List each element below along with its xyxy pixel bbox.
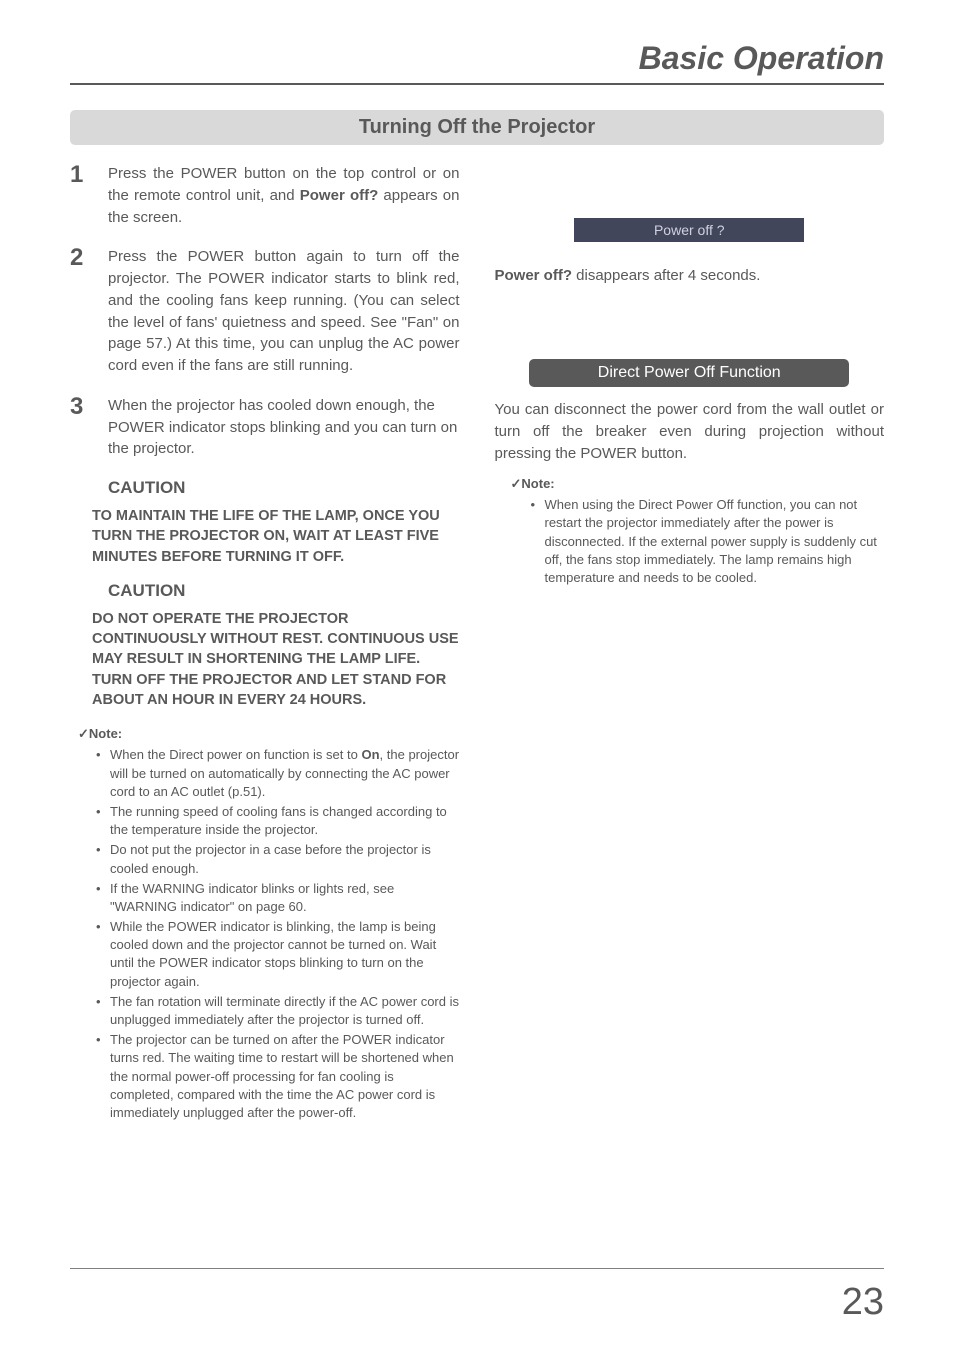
note-label: Note: (89, 726, 122, 741)
direct-power-off-bar: Direct Power Off Function (529, 359, 849, 387)
caution-heading: CAUTION (108, 478, 460, 498)
note-item: While the POWER indicator is blinking, t… (100, 918, 460, 991)
direct-power-off-text: You can disconnect the power cord from t… (495, 399, 885, 464)
poweroff-note: Power off? disappears after 4 seconds. (495, 267, 885, 284)
text-fragment: disappears after 4 seconds. (572, 267, 760, 284)
note-label: Note: (521, 476, 554, 491)
step-text: When the projector has cooled down enoug… (108, 395, 460, 460)
note-list: When the Direct power on function is set… (100, 746, 460, 1122)
step-1: 1 Press the POWER button on the top cont… (70, 163, 460, 228)
check-icon: ✓ (511, 476, 522, 491)
section-title-bar: Turning Off the Projector (70, 110, 884, 145)
poweroff-badge: Power off ? (574, 218, 804, 242)
note-item: The running speed of cooling fans is cha… (100, 803, 460, 839)
page-header: Basic Operation (70, 40, 884, 85)
step-number: 2 (70, 246, 92, 377)
note-heading: ✓Note: (511, 476, 885, 492)
note-item: When the Direct power on function is set… (100, 746, 460, 801)
caution-body: TO MAINTAIN THE LIFE OF THE LAMP, ONCE Y… (92, 506, 460, 567)
text-bold: Power off? (495, 267, 573, 284)
text-bold: On (361, 747, 379, 762)
note-list: When using the Direct Power Off function… (535, 496, 885, 587)
footer-divider (70, 1268, 884, 1269)
step-text: Press the POWER button again to turn off… (108, 246, 460, 377)
text-bold: Power off? (300, 187, 379, 204)
step-text: Press the POWER button on the top contro… (108, 163, 460, 228)
note-item: The projector can be turned on after the… (100, 1031, 460, 1122)
step-number: 3 (70, 395, 92, 460)
step-2: 2 Press the POWER button again to turn o… (70, 246, 460, 377)
caution-heading: CAUTION (108, 581, 460, 601)
check-icon: ✓ (78, 726, 89, 741)
note-heading: ✓Note: (78, 726, 460, 742)
note-item: If the WARNING indicator blinks or light… (100, 880, 460, 916)
left-column: 1 Press the POWER button on the top cont… (70, 163, 460, 1124)
step-3: 3 When the projector has cooled down eno… (70, 395, 460, 460)
page-number: 23 (842, 1281, 884, 1324)
right-column: Power off ? Power off? disappears after … (495, 163, 885, 1124)
content-columns: 1 Press the POWER button on the top cont… (70, 163, 884, 1124)
caution-body: DO NOT OPERATE THE PROJECTOR CONTINUOUSL… (92, 609, 460, 710)
note-item: Do not put the projector in a case befor… (100, 841, 460, 877)
step-number: 1 (70, 163, 92, 228)
text-fragment: When the Direct power on function is set… (110, 747, 361, 762)
note-item: When using the Direct Power Off function… (535, 496, 885, 587)
note-item: The fan rotation will terminate directly… (100, 993, 460, 1029)
